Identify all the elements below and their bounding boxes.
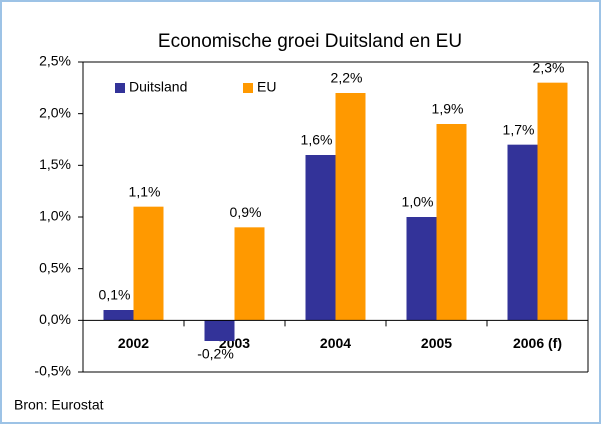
legend-label: EU (257, 79, 276, 95)
bar (305, 155, 336, 321)
data-label: 2,3% (533, 59, 565, 75)
source-note: Bron: Eurostat (14, 397, 104, 413)
data-label: -0,2% (197, 346, 234, 362)
data-label: 1,9% (432, 101, 464, 117)
y-tick-label: 2,5% (39, 53, 71, 69)
x-tick-label: 2005 (421, 335, 452, 351)
data-label: 1,1% (129, 183, 161, 199)
data-label: 0,9% (230, 204, 262, 220)
bar (103, 310, 134, 321)
bar (507, 144, 538, 321)
bar (335, 93, 366, 321)
y-tick-label: 1,5% (39, 156, 71, 172)
bar (234, 227, 265, 321)
y-tick-label: 2,0% (39, 104, 71, 120)
bar (406, 217, 437, 321)
bar (204, 320, 235, 341)
y-tick-label: 1,0% (39, 208, 71, 224)
y-tick-label: 0,5% (39, 259, 71, 275)
y-tick-label: 0,0% (39, 311, 71, 327)
bar (537, 82, 568, 321)
data-label: 1,6% (301, 132, 333, 148)
x-tick-label: 2002 (118, 335, 149, 351)
legend-swatch (115, 83, 125, 93)
bar (133, 206, 164, 321)
legend-label: Duitsland (129, 79, 187, 95)
y-tick-label: -0,5% (34, 363, 71, 379)
data-label: 1,7% (503, 121, 535, 137)
chart-title: Economische groei Duitsland en EU (158, 31, 462, 52)
data-label: 1,0% (402, 194, 434, 210)
legend-swatch (243, 83, 253, 93)
bar (436, 124, 467, 321)
data-label: 0,1% (99, 287, 131, 303)
x-tick-label: 2004 (320, 335, 351, 351)
x-tick-label: 2006 (f) (513, 335, 562, 351)
data-label: 2,2% (331, 70, 363, 86)
